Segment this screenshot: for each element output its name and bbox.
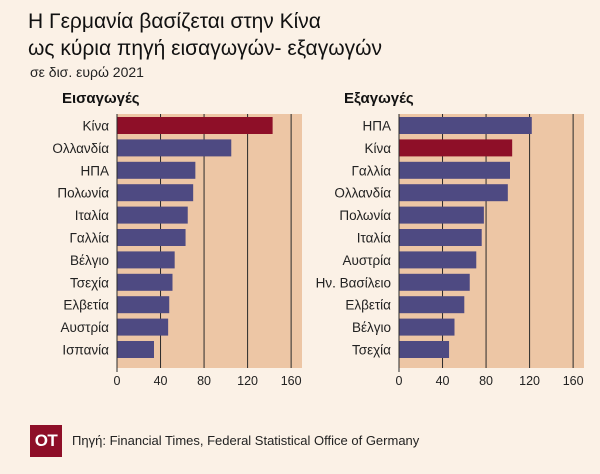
imports-bar-2 — [117, 161, 196, 179]
imports-category-label-8: Ελβετία — [63, 298, 109, 313]
exports-category-label-5: Ιταλία — [357, 231, 391, 246]
imports-tick-label-80: 80 — [197, 374, 211, 388]
title-line-2: ως κύρια πηγή εισαγωγών- εξαγωγών — [28, 37, 382, 60]
title-line-1: Η Γερμανία βασίζεται στην Κίνα — [28, 10, 321, 33]
exports-bar-5 — [399, 229, 482, 246]
exports-bar-7 — [399, 273, 470, 291]
imports-category-label-3: Πολωνία — [57, 186, 109, 201]
imports-panel-title: Εισαγωγές — [62, 90, 140, 107]
exports-category-label-0: ΗΠΑ — [362, 119, 391, 134]
imports-category-label-5: Γαλλία — [69, 231, 109, 246]
exports-bar-8 — [399, 296, 465, 314]
exports-category-label-7: Ην. Βασίλειο — [316, 275, 391, 290]
exports-category-label-10: Τσεχία — [352, 343, 391, 358]
imports-bar-3 — [117, 184, 194, 202]
chart-title: Η Γερμανία βασίζεται στην Κίνα ως κύρια … — [28, 8, 588, 62]
imports-tick-label-160: 160 — [281, 374, 302, 388]
imports-category-label-2: ΗΠΑ — [80, 163, 109, 178]
exports-bar-4 — [399, 206, 484, 224]
source-note: Πηγή: Financial Times, Federal Statistic… — [72, 433, 420, 448]
imports-bar-4 — [117, 206, 188, 224]
exports-category-label-3: Ολλανδία — [334, 186, 391, 201]
exports-bar-9 — [399, 318, 455, 336]
ot-logo: ΟΤ — [30, 425, 62, 457]
imports-category-label-7: Τσεχία — [70, 275, 109, 290]
exports-tick-label-80: 80 — [479, 374, 493, 388]
exports-tick-label-40: 40 — [436, 374, 450, 388]
exports-bar-3 — [399, 184, 508, 202]
exports-category-label-6: Αυστρία — [342, 253, 391, 268]
imports-bar-5 — [117, 229, 186, 246]
exports-category-label-8: Ελβετία — [345, 298, 391, 313]
imports-bar-0 — [117, 117, 273, 134]
imports-category-label-6: Βέλγιο — [70, 253, 109, 268]
imports-tick-label-0: 0 — [114, 374, 121, 388]
exports-tick-label-120: 120 — [519, 374, 540, 388]
imports-bar-1 — [117, 139, 232, 157]
imports-category-label-4: Ιταλία — [75, 208, 109, 223]
exports-tick-label-160: 160 — [563, 374, 584, 388]
exports-bar-0 — [399, 117, 532, 134]
chart-subtitle: σε δισ. ευρώ 2021 — [30, 64, 144, 80]
exports-bar-10 — [399, 341, 450, 358]
imports-bar-10 — [117, 341, 154, 358]
imports-bar-8 — [117, 296, 170, 314]
imports-category-label-9: Αυστρία — [60, 320, 109, 335]
exports-tick-label-0: 0 — [396, 374, 403, 388]
exports-category-label-2: Γαλλία — [351, 163, 391, 178]
exports-panel-title: Εξαγωγές — [344, 90, 414, 107]
exports-bar-1 — [399, 139, 513, 157]
imports-tick-label-120: 120 — [237, 374, 258, 388]
imports-bar-6 — [117, 251, 175, 269]
exports-category-label-4: Πολωνία — [339, 208, 391, 223]
imports-tick-label-40: 40 — [154, 374, 168, 388]
exports-category-label-9: Βέλγιο — [352, 320, 391, 335]
exports-bar-6 — [399, 251, 477, 269]
exports-bar-2 — [399, 161, 510, 179]
imports-category-label-1: Ολλανδία — [52, 141, 109, 156]
imports-category-label-0: Κίνα — [82, 119, 109, 134]
exports-category-label-1: Κίνα — [364, 141, 391, 156]
imports-category-label-10: Ισπανία — [62, 343, 109, 358]
imports-bar-7 — [117, 273, 173, 291]
imports-bar-9 — [117, 318, 169, 336]
